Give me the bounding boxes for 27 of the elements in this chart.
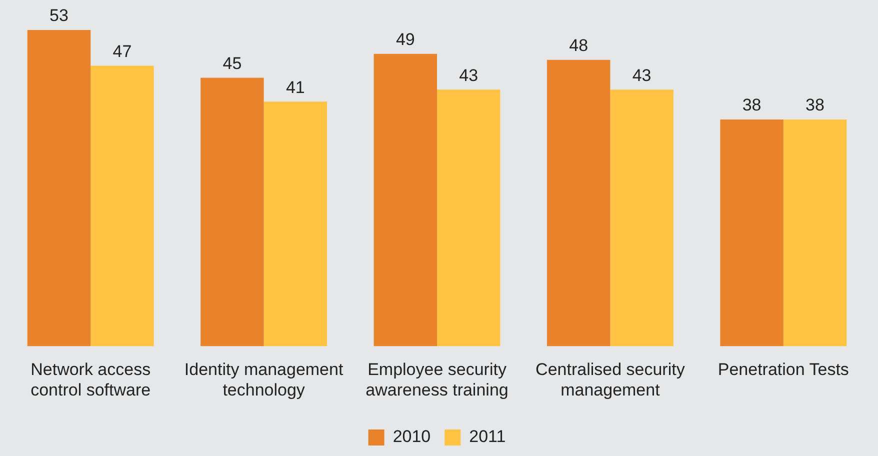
legend-label: 2010	[392, 427, 431, 446]
data-label: 43	[459, 66, 478, 85]
x-tick-label: Identity management technology	[184, 360, 344, 400]
x-tick-label: Network access control software	[30, 360, 151, 400]
data-label: 43	[632, 66, 652, 85]
data-label: 41	[286, 78, 305, 97]
bar	[610, 90, 674, 346]
data-label: 38	[742, 96, 762, 115]
bar	[546, 60, 610, 346]
data-label: 45	[222, 54, 242, 73]
data-label: 53	[50, 6, 68, 26]
data-label: 49	[396, 30, 415, 50]
bar	[437, 90, 500, 346]
bar	[264, 102, 328, 346]
x-tick-label: Centralised security management	[536, 360, 686, 400]
data-label: 48	[569, 36, 588, 56]
bar	[720, 119, 784, 346]
x-tick-label: Penetration Tests	[718, 360, 849, 380]
legend-label: 2011	[469, 427, 506, 446]
bar	[90, 66, 154, 346]
bar	[374, 54, 437, 346]
bar	[27, 30, 91, 346]
data-label: 47	[112, 42, 132, 61]
bar	[783, 119, 847, 346]
data-label: 38	[806, 96, 824, 115]
x-tick-label: Employee security awareness training	[366, 360, 508, 400]
bar	[200, 78, 264, 346]
